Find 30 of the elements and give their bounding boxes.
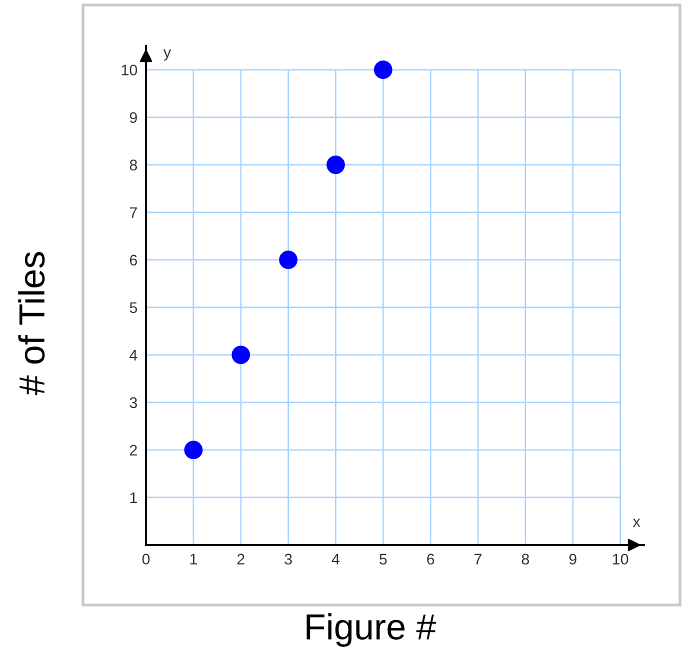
x-tick-label: 10 — [612, 554, 628, 565]
point — [374, 60, 392, 79]
point — [184, 440, 203, 460]
y-tick-label: 8 — [130, 160, 138, 170]
x-tick-label: 1 — [190, 554, 197, 564]
y-tick-label: 5 — [130, 302, 138, 314]
x-tick-label: 2 — [237, 554, 244, 564]
y-axis-title: # of Tiles — [18, 252, 45, 396]
y-tick-label: 9 — [130, 112, 137, 123]
x-tick-label: 6 — [427, 554, 434, 565]
x-tick-label: 5 — [380, 554, 387, 565]
y-tick-label: 4 — [130, 350, 138, 360]
annotation: y — [163, 49, 172, 61]
x-tick-label: 3 — [284, 554, 292, 565]
x-tick-label: 7 — [474, 554, 482, 564]
y-tick-label: 10 — [122, 64, 138, 76]
point — [326, 156, 345, 174]
y-tick-label: 1 — [130, 492, 137, 504]
point — [279, 250, 298, 270]
x-tick-label: 0 — [142, 554, 150, 565]
x-tick-label: 4 — [332, 554, 340, 564]
y-tick-label: 3 — [130, 397, 137, 408]
annotation: x — [632, 518, 640, 527]
y-tick-label: 2 — [130, 444, 137, 456]
y-tick-label: 6 — [130, 254, 137, 266]
x-tick-label: 9 — [569, 554, 576, 565]
y-tick-label: 7 — [130, 207, 137, 218]
point — [232, 346, 250, 364]
x-tick-label: 8 — [522, 554, 530, 565]
x-axis-title: Figure # — [306, 613, 436, 647]
